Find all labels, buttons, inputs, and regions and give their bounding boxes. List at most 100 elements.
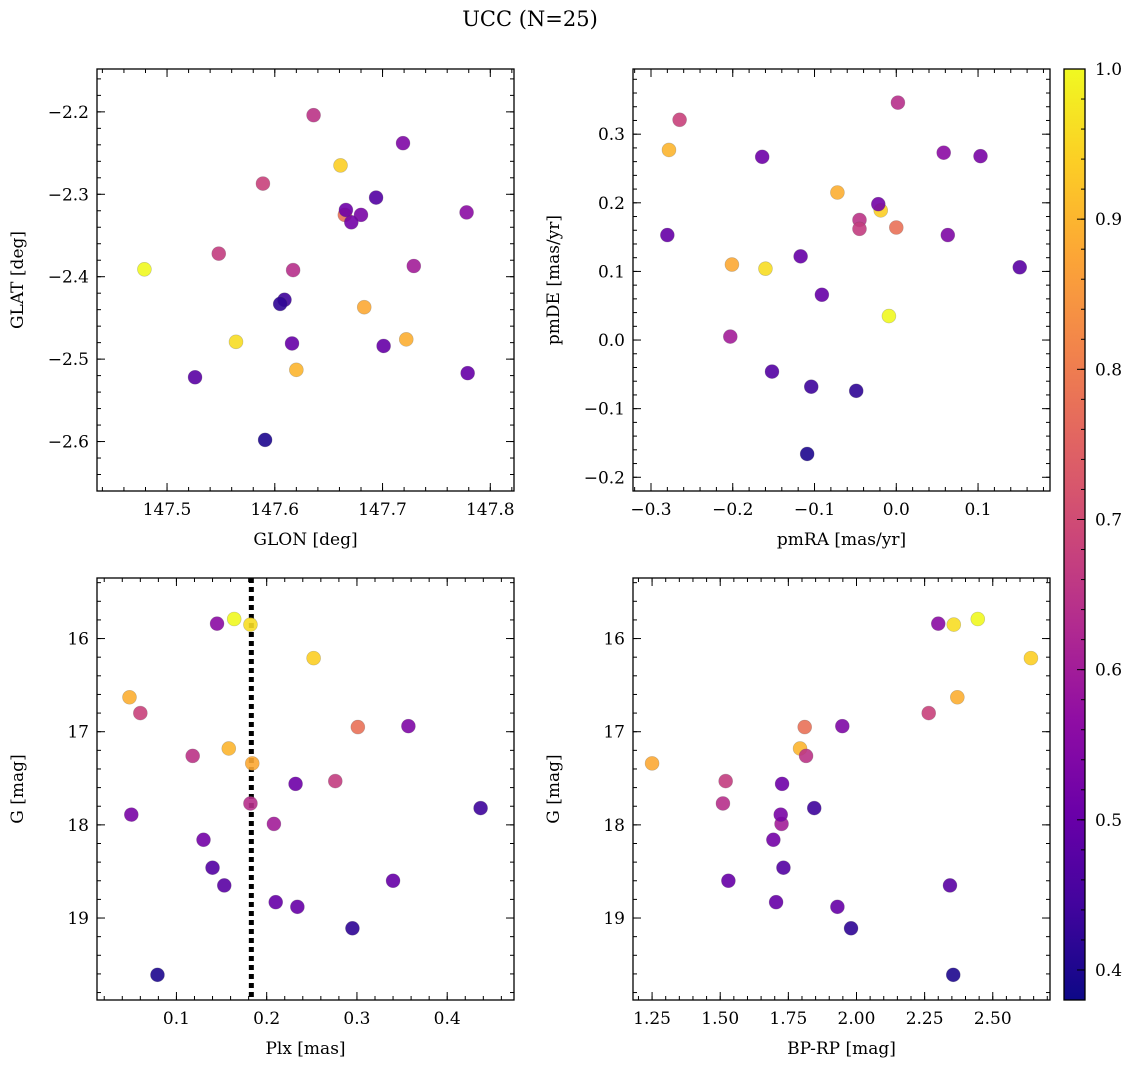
data-point	[945, 967, 961, 983]
data-point	[473, 800, 488, 816]
scatter-panel-4: 1.25 1.50 1.75 2.00 2.25 2.50 16 17 18 19 BP-RP [m…	[544, 577, 1051, 1059]
colorbar-tick-label: 0.9	[1095, 210, 1122, 230]
data-point	[356, 299, 372, 315]
data-point	[946, 617, 962, 632]
y-tick-label: 18	[67, 816, 89, 836]
x-tick-label: 147.7	[358, 500, 407, 520]
data-point	[288, 776, 303, 792]
data-point	[285, 262, 301, 278]
scatter-panel-1: 147.5 147.6 147.7 147.8 −2.2 −2.3 −2.4 −2.5 −2.6…	[8, 68, 515, 550]
data-point	[123, 807, 139, 822]
x-tick-label: 0.3	[343, 1009, 370, 1029]
data-point	[460, 365, 475, 381]
data-point	[290, 899, 305, 915]
colorbar-tick-label: 0.6	[1095, 661, 1122, 681]
data-point	[306, 107, 321, 123]
data-point	[185, 748, 200, 764]
data-point	[724, 257, 740, 272]
x-tick-label: 147.6	[250, 500, 299, 520]
data-point	[768, 894, 784, 910]
data-point	[722, 329, 738, 344]
x-axis-label: pmRA [mas/yr]	[777, 530, 906, 550]
data-point	[327, 773, 343, 789]
colorbar-tick-label: 0.4	[1095, 961, 1122, 981]
data-point	[721, 873, 736, 889]
data-point	[661, 142, 677, 158]
data-point	[289, 362, 304, 378]
data-point	[881, 308, 897, 324]
data-point	[940, 227, 956, 243]
y-tick-label: −2.2	[48, 103, 89, 123]
axes-frame	[632, 68, 1051, 492]
data-point	[644, 756, 660, 771]
data-point	[773, 807, 789, 822]
data-point	[333, 158, 348, 173]
data-point	[799, 446, 815, 462]
x-tick-label: 0.1	[163, 1009, 190, 1029]
x-tick-label: 0.1	[965, 500, 992, 520]
data-point	[798, 748, 814, 764]
x-tick-label: 0.4	[434, 1009, 461, 1029]
data-point	[257, 432, 273, 448]
data-point	[888, 220, 904, 235]
y-tick-label: 19	[67, 909, 89, 929]
data-point	[255, 176, 271, 191]
y-tick-label: −0.1	[584, 400, 625, 420]
axes-frame	[96, 577, 515, 1001]
x-axis-label: GLON [deg]	[253, 530, 357, 550]
y-tick-label: 0.3	[598, 125, 625, 145]
data-point	[226, 611, 242, 627]
colorbar-frame	[1063, 68, 1086, 1001]
x-tick-label: 1.75	[769, 1009, 807, 1029]
data-point	[774, 776, 790, 792]
data-point	[806, 800, 822, 816]
data-point	[338, 202, 354, 218]
data-point	[137, 261, 152, 277]
data-point	[754, 149, 770, 165]
axes-frame	[632, 577, 1051, 1001]
y-axis-label: GLAT [deg]	[8, 231, 28, 329]
data-point	[211, 246, 227, 261]
data-point	[459, 205, 474, 220]
data-point	[793, 249, 808, 264]
data-point	[970, 611, 986, 627]
data-point	[1023, 650, 1039, 666]
data-point	[843, 920, 859, 936]
data-point	[764, 364, 780, 379]
y-axis-label: G [mag]	[544, 754, 564, 823]
data-point	[133, 705, 148, 721]
x-axis-label: BP-RP [mag]	[787, 1039, 896, 1059]
data-point	[830, 185, 845, 200]
data-point	[306, 650, 321, 666]
colorbar-tick-label: 0.5	[1095, 811, 1122, 831]
x-tick-label: −0.3	[630, 500, 671, 520]
data-point	[766, 832, 781, 848]
data-point	[870, 196, 886, 212]
data-point	[758, 261, 773, 276]
data-point	[243, 796, 258, 811]
y-tick-label: 19	[603, 909, 625, 929]
colorbar: 0.4 0.5 0.6 0.7 0.8 0.9 1.0	[1063, 60, 1122, 1001]
x-tick-label: 1.50	[701, 1009, 739, 1029]
data-point	[209, 616, 225, 631]
data-point	[272, 296, 288, 312]
data-point	[385, 873, 401, 889]
y-tick-label: −2.6	[48, 433, 89, 453]
x-tick-label: 0.0	[883, 500, 910, 520]
data-point	[848, 383, 864, 399]
y-tick-label: 17	[67, 723, 89, 743]
data-point	[243, 617, 258, 632]
data-point	[368, 190, 384, 205]
x-tick-label: 1.25	[633, 1009, 671, 1029]
data-point	[936, 145, 952, 161]
x-tick-label: 0.2	[253, 1009, 280, 1029]
y-tick-label: 0.1	[598, 262, 625, 282]
x-tick-label: −0.1	[794, 500, 835, 520]
data-point	[921, 705, 937, 721]
x-axis-label: Plx [mas]	[265, 1039, 345, 1059]
axes-frame	[96, 68, 515, 492]
y-tick-label: 0.0	[598, 331, 625, 351]
data-point	[830, 899, 845, 915]
colorbar-tick-label: 0.8	[1095, 360, 1122, 380]
y-tick-label: 18	[603, 816, 625, 836]
